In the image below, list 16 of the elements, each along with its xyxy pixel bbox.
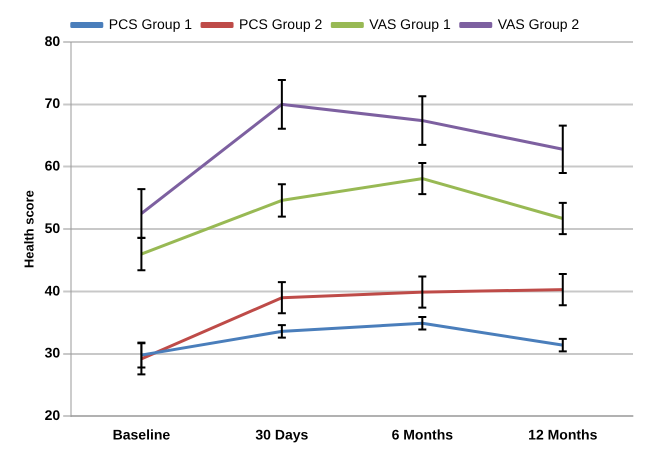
y-tick-label: 40 <box>44 282 60 298</box>
legend-label: VAS Group 2 <box>498 16 580 32</box>
legend-label: VAS Group 1 <box>369 16 451 32</box>
x-tick-label: 30 Days <box>255 426 309 442</box>
y-tick-label: 30 <box>44 344 60 361</box>
y-tick-label: 50 <box>44 220 60 236</box>
y-tick-label: 20 <box>44 407 60 424</box>
legend-label: PCS Group 2 <box>239 16 323 32</box>
legend-label: PCS Group 1 <box>108 16 192 32</box>
x-tick-label: 6 Months <box>392 426 454 442</box>
y-axis-title: Health score <box>21 190 36 268</box>
y-tick-label: 80 <box>44 32 60 49</box>
y-tick-label: 70 <box>44 95 60 112</box>
x-tick-label: Baseline <box>112 426 170 442</box>
y-tick-label: 60 <box>44 158 60 174</box>
x-tick-label: 12 Months <box>528 426 598 442</box>
